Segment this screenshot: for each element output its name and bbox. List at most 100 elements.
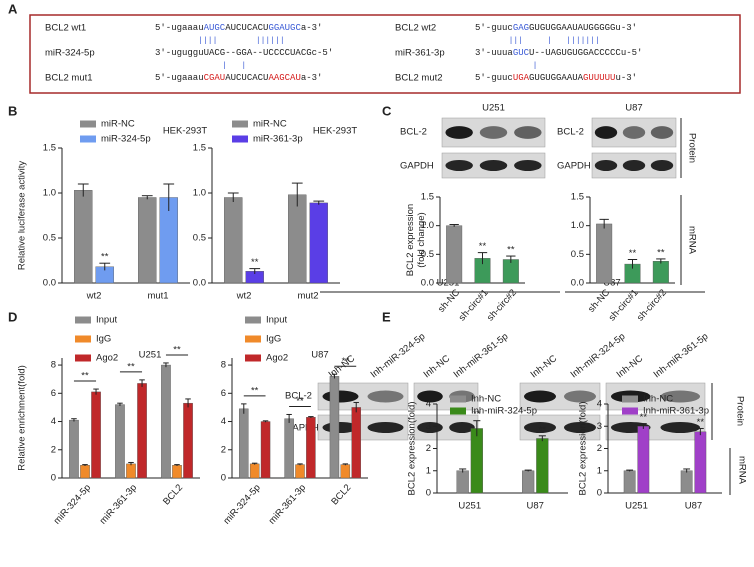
y-tick-label: 4	[51, 416, 56, 427]
lane-label: Inh-miR-361-5p	[452, 331, 511, 380]
annotation: **	[473, 409, 481, 420]
y-tick-label: 1.0	[421, 220, 434, 231]
legend-label: Inh-NC	[471, 394, 501, 405]
y-tick-label: 0	[51, 473, 56, 484]
legend-label: Inh-miR-324-5p	[471, 406, 537, 417]
blot-band	[449, 422, 475, 433]
sequence-segment: GUUUUU	[583, 73, 615, 83]
blot-band	[594, 160, 618, 171]
annotation: **	[127, 361, 135, 372]
bar	[115, 404, 125, 479]
sequence-segment: GAG	[513, 23, 529, 33]
y-axis-label: Relative enrichment(fold)	[17, 365, 28, 471]
sequence-segment: UGA	[513, 73, 530, 83]
y-tick-label: 0.0	[421, 278, 434, 289]
bar	[329, 376, 340, 479]
bar	[596, 223, 613, 284]
side-label: mRNA	[736, 456, 747, 485]
sequence: 5'-guucGAGGUGUGGAAUAUGGGGGu-3'	[475, 23, 637, 33]
blot-band	[650, 160, 674, 171]
sequence-label: BCL2 mut1	[45, 73, 93, 84]
blot-band	[445, 160, 473, 171]
bar	[694, 431, 707, 494]
annotation: **	[81, 371, 89, 382]
legend-label: Inh-NC	[643, 394, 673, 405]
legend-label: IgG	[96, 334, 111, 345]
x-tick-label: sh-circ#2	[635, 287, 669, 323]
legend-label: Ago2	[266, 353, 288, 364]
bar	[502, 259, 519, 284]
y-axis-label: BCL2 expression(fold)	[578, 402, 589, 496]
cell-label: U87	[625, 103, 642, 114]
y-tick-label: 0.5	[43, 233, 56, 244]
bar	[260, 421, 271, 479]
bar	[91, 391, 101, 479]
bar	[288, 194, 307, 284]
legend-swatch	[245, 335, 261, 343]
legend-swatch	[622, 407, 638, 415]
legend-swatch	[450, 407, 466, 415]
bar	[69, 419, 79, 479]
legend-label: Input	[266, 315, 287, 326]
y-tick-label: 1	[597, 465, 602, 476]
annotation: **	[697, 417, 705, 428]
x-tick-label: U87	[527, 501, 544, 512]
legend-swatch	[75, 354, 91, 362]
bar	[284, 418, 294, 479]
x-tick-label: mut1	[147, 291, 168, 302]
legend-label: Ago2	[96, 353, 118, 364]
bar	[680, 470, 693, 494]
annotation: **	[251, 257, 259, 268]
sequence-segment: AUCUCACU	[225, 73, 268, 83]
x-tick-label: miR-361-3p	[267, 482, 308, 526]
y-tick-label: 0.0	[571, 278, 584, 289]
base-pairs: |	[475, 62, 537, 71]
bar	[652, 261, 669, 284]
row-label: BCL-2	[557, 127, 584, 138]
blot-band	[660, 390, 701, 403]
chart-title: U251	[139, 350, 162, 361]
y-tick-label: 0	[426, 488, 431, 499]
lane-label: Inh-NC	[615, 353, 646, 380]
bar	[126, 463, 136, 479]
y-tick-label: 6	[51, 388, 56, 399]
legend-label: Inh-miR-361-3p	[643, 406, 709, 417]
blot-band	[650, 126, 674, 139]
y-tick-label: 2	[221, 444, 226, 455]
base-pairs: |||| ||||||	[155, 37, 285, 46]
legend-swatch	[80, 120, 96, 128]
y-tick-label: 2	[51, 444, 56, 455]
legend-label: IgG	[266, 334, 281, 345]
lane-label: Inh-NC	[422, 353, 453, 380]
y-tick-label: 8	[51, 360, 56, 371]
sequence-segment: GUGUGGAAUA	[529, 73, 584, 83]
annotation: **	[479, 241, 487, 252]
x-tick-label: U251	[458, 501, 481, 512]
y-tick-label: 3	[597, 421, 602, 432]
bar	[470, 428, 483, 494]
bar	[309, 202, 328, 284]
sequence-segment: a-3'	[301, 73, 323, 83]
sequence-segment: GUC	[513, 48, 530, 58]
panel-label: B	[8, 103, 17, 118]
base-pairs: | |	[155, 62, 246, 71]
y-tick-label: 1	[426, 465, 431, 476]
sequence-segment: a-3'	[301, 23, 323, 33]
bar	[522, 470, 535, 494]
blot-band	[660, 422, 701, 433]
blot-band	[367, 422, 404, 433]
sequence-segment: 5'-guuc	[475, 73, 513, 83]
x-tick-label: sh-NC	[436, 287, 462, 314]
sequence-segment: AAGCAU	[268, 73, 300, 83]
sequence-segment: 3'-uuua	[475, 48, 513, 58]
y-tick-label: 1.0	[193, 188, 206, 199]
chart-title: HEK-293T	[163, 126, 208, 137]
bar	[340, 464, 351, 479]
x-tick-label: U87	[685, 501, 702, 512]
x-tick-label: BCL2	[329, 482, 353, 507]
y-tick-label: 1.0	[43, 188, 56, 199]
row-label: GAPDH	[400, 161, 434, 172]
row-label: GAPDH	[285, 423, 319, 434]
y-tick-label: 1.5	[421, 192, 434, 203]
legend-label: Input	[96, 315, 117, 326]
